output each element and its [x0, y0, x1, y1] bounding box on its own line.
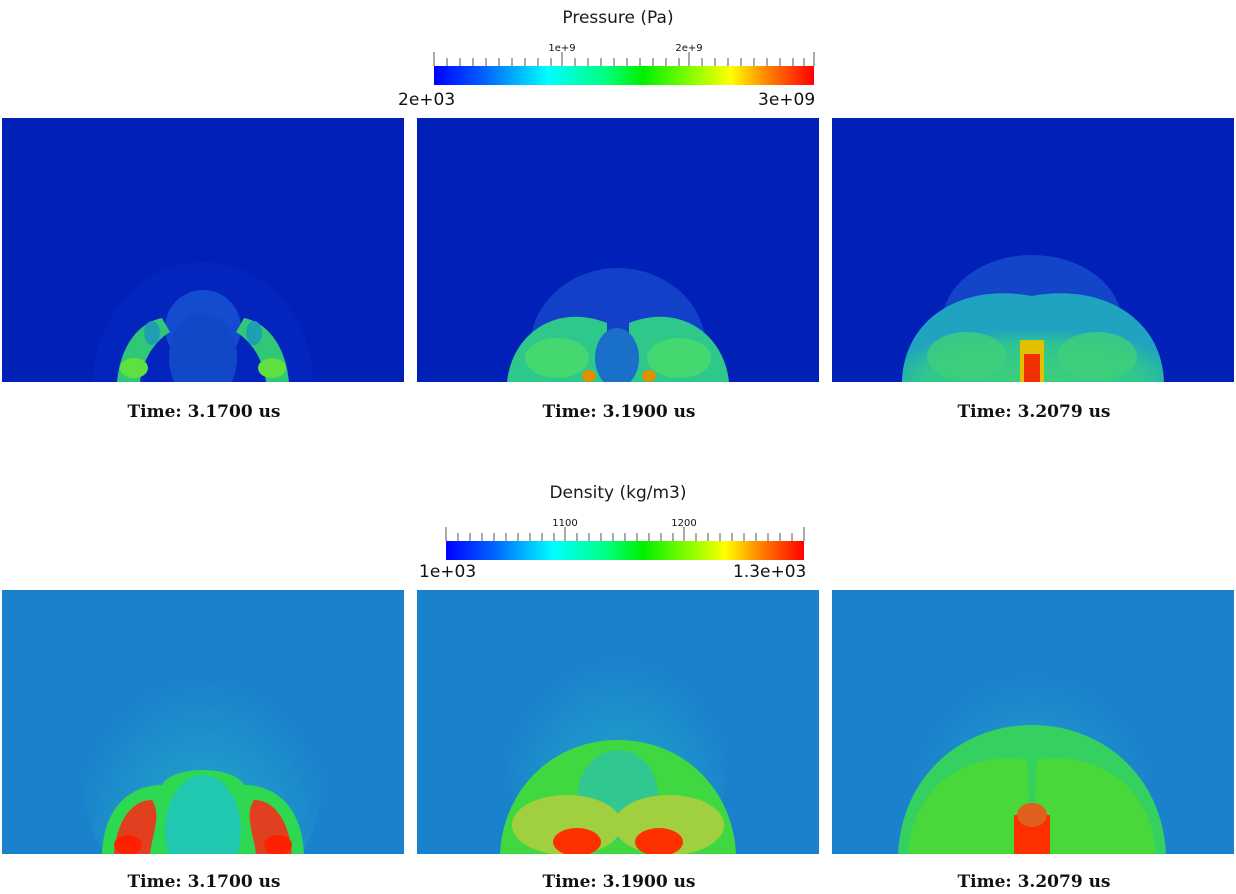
- pressure-panel-1: [2, 118, 404, 382]
- density-panel-2: [417, 590, 819, 854]
- density-colorbar-gradient: [446, 541, 804, 560]
- density-panel-1: [2, 590, 404, 854]
- pressure-panel-3: [832, 118, 1234, 382]
- pressure-time-caption: Time: 3.1900 us: [542, 402, 696, 422]
- density-time-caption: Time: 3.1700 us: [127, 872, 281, 892]
- pressure-time-caption: Time: 3.2079 us: [957, 402, 1111, 422]
- pressure-colorbar-gradient: [434, 66, 814, 85]
- density-time-caption: Time: 3.1900 us: [542, 872, 696, 892]
- pressure-time-caption: Time: 3.1700 us: [127, 402, 281, 422]
- pressure-colorbar-title: Pressure (Pa): [562, 8, 674, 28]
- density-tick-label: 1200: [671, 518, 697, 529]
- density-time-caption: Time: 3.2079 us: [957, 872, 1111, 892]
- density-max-label: 1.3e+03: [733, 562, 807, 582]
- density-min-label: 1e+03: [419, 562, 477, 582]
- pressure-tick-label: 1e+9: [548, 43, 576, 54]
- pressure-min-label: 2e+03: [398, 90, 456, 110]
- pressure-panel-2: [417, 118, 819, 382]
- density-tick-label: 1100: [552, 518, 578, 529]
- density-colorbar-title: Density (kg/m3): [549, 483, 687, 503]
- density-colorbar: [444, 517, 806, 562]
- pressure-tick-label: 2e+9: [675, 43, 703, 54]
- density-panel-3: [832, 590, 1234, 854]
- pressure-colorbar: [432, 42, 816, 87]
- pressure-max-label: 3e+09: [758, 90, 816, 110]
